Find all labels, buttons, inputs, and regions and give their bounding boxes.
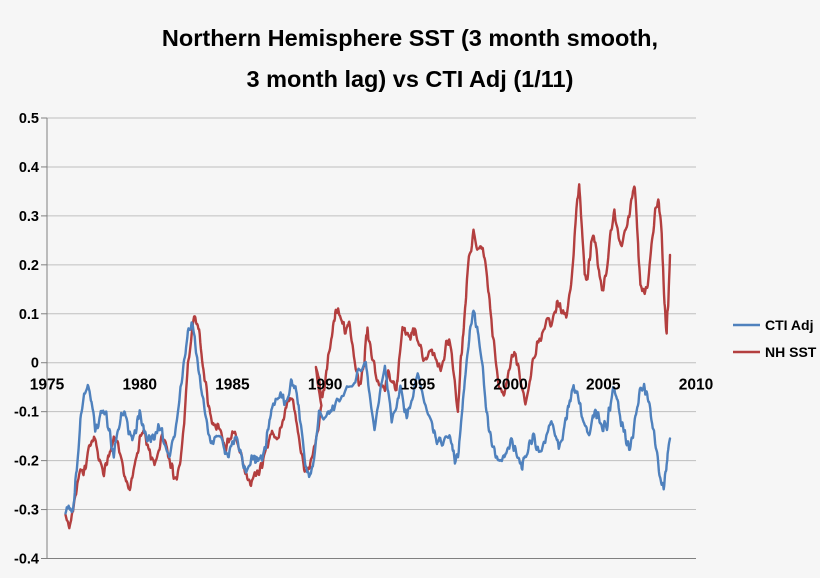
svg-text:CTI Adj: CTI Adj <box>765 317 813 333</box>
svg-text:1985: 1985 <box>215 377 250 394</box>
svg-text:0: 0 <box>31 356 39 372</box>
svg-text:2010: 2010 <box>679 377 713 394</box>
svg-text:-0.2: -0.2 <box>14 454 39 470</box>
svg-text:1990: 1990 <box>308 377 342 394</box>
svg-text:0.4: 0.4 <box>19 160 39 176</box>
svg-text:1975: 1975 <box>30 377 65 394</box>
svg-text:0.3: 0.3 <box>19 209 39 225</box>
svg-text:0.5: 0.5 <box>19 111 39 127</box>
svg-text:0.2: 0.2 <box>19 258 39 274</box>
svg-text:1980: 1980 <box>122 377 156 394</box>
svg-text:NH SST: NH SST <box>765 344 817 360</box>
svg-text:2005: 2005 <box>586 377 621 394</box>
svg-text:-0.3: -0.3 <box>14 503 39 519</box>
svg-text:-0.4: -0.4 <box>14 552 39 568</box>
svg-text:-0.1: -0.1 <box>14 405 39 421</box>
svg-text:0.1: 0.1 <box>19 307 39 323</box>
svg-text:2000: 2000 <box>493 377 527 394</box>
svg-text:1995: 1995 <box>401 377 436 394</box>
